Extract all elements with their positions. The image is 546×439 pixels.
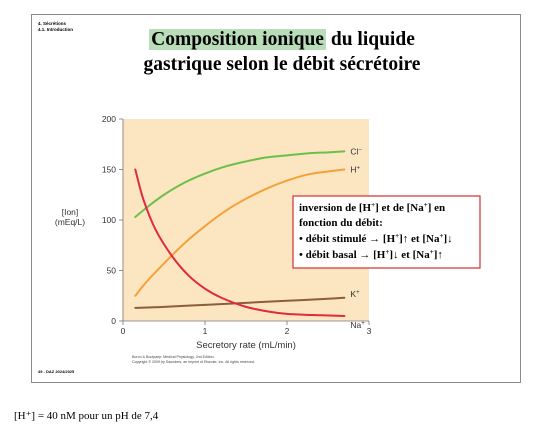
series-line-h xyxy=(134,168,346,297)
y-axis-label-line2: (mEq/L) xyxy=(55,217,85,227)
y-tick-label: 0 xyxy=(111,316,116,326)
slide-title: Composition ionique du liquide gastrique… xyxy=(52,27,512,77)
note-line-2: fonction du débit: xyxy=(299,217,383,229)
section-line: 4. Sécrétions xyxy=(38,21,67,26)
x-tick-label: 3 xyxy=(367,326,372,336)
x-tick-label: 2 xyxy=(285,326,290,336)
x-axis-title: Secretory rate (mL/min) xyxy=(196,340,296,351)
series-label-cl: Cl− xyxy=(350,146,362,156)
y-axis-label-line1: [Ion] xyxy=(62,207,79,217)
section-header: 4. Sécrétions 4.1. Introduction xyxy=(38,21,73,33)
section-line: 4.1. Introduction xyxy=(38,27,74,32)
y-axis: 0 50 100 150 200 xyxy=(102,114,124,326)
y-tick-label: 150 xyxy=(102,165,116,175)
series-label-na: Na+ xyxy=(350,320,365,330)
y-tick-label: 200 xyxy=(102,114,116,124)
series-labels: Cl− H+ K+ Na+ xyxy=(350,146,365,330)
note-below-slide: [H⁺] = 40 nM pour un pH de 7,4 xyxy=(14,410,159,422)
title-highlight: Composition ionique xyxy=(149,29,326,50)
series-label-k: K+ xyxy=(350,289,360,299)
note-line-3: • débit stimulé → [H+]↑ et [Na+]↓ xyxy=(299,232,453,245)
x-tick-label: 0 xyxy=(121,326,126,336)
y-tick-label: 100 xyxy=(102,215,116,225)
note-line-1: inversion de [H+] et de [Na+] en xyxy=(299,201,445,214)
credit-line: Boron & Boulpaep: Medical Physiology, 2n… xyxy=(132,355,215,359)
x-tick-label: 1 xyxy=(203,326,208,336)
series-group xyxy=(134,150,346,317)
slide: 4. Sécrétions 4.1. Introduction Composit… xyxy=(31,14,521,383)
series-line-na xyxy=(134,168,346,317)
credit-line: Copyright © 2009 by Saunders, an imprint… xyxy=(132,360,255,364)
y-tick-label: 50 xyxy=(107,266,117,276)
note-box-frame xyxy=(292,195,481,269)
x-axis: 0 1 2 3 xyxy=(121,320,372,336)
note-line-4: • débit basal → [H+]↓ et [Na+]↑ xyxy=(299,248,443,261)
series-line-cl xyxy=(134,150,346,218)
title-rest: du liquide xyxy=(325,29,415,50)
ion-chart: 0 50 100 150 200 0 1 2 3 Cl− H+ K+ Na+ [Ion] (mEq/… xyxy=(55,114,481,364)
note-box: inversion de [H+] et de [Na+] en fonctio… xyxy=(292,195,481,269)
title-line2: gastrique selon le débit sécrétoire xyxy=(143,54,421,75)
series-label-h: H+ xyxy=(350,165,360,175)
series-line-k xyxy=(134,296,346,309)
footer-code: 49 - DAZ 2024/2025 xyxy=(38,369,75,374)
